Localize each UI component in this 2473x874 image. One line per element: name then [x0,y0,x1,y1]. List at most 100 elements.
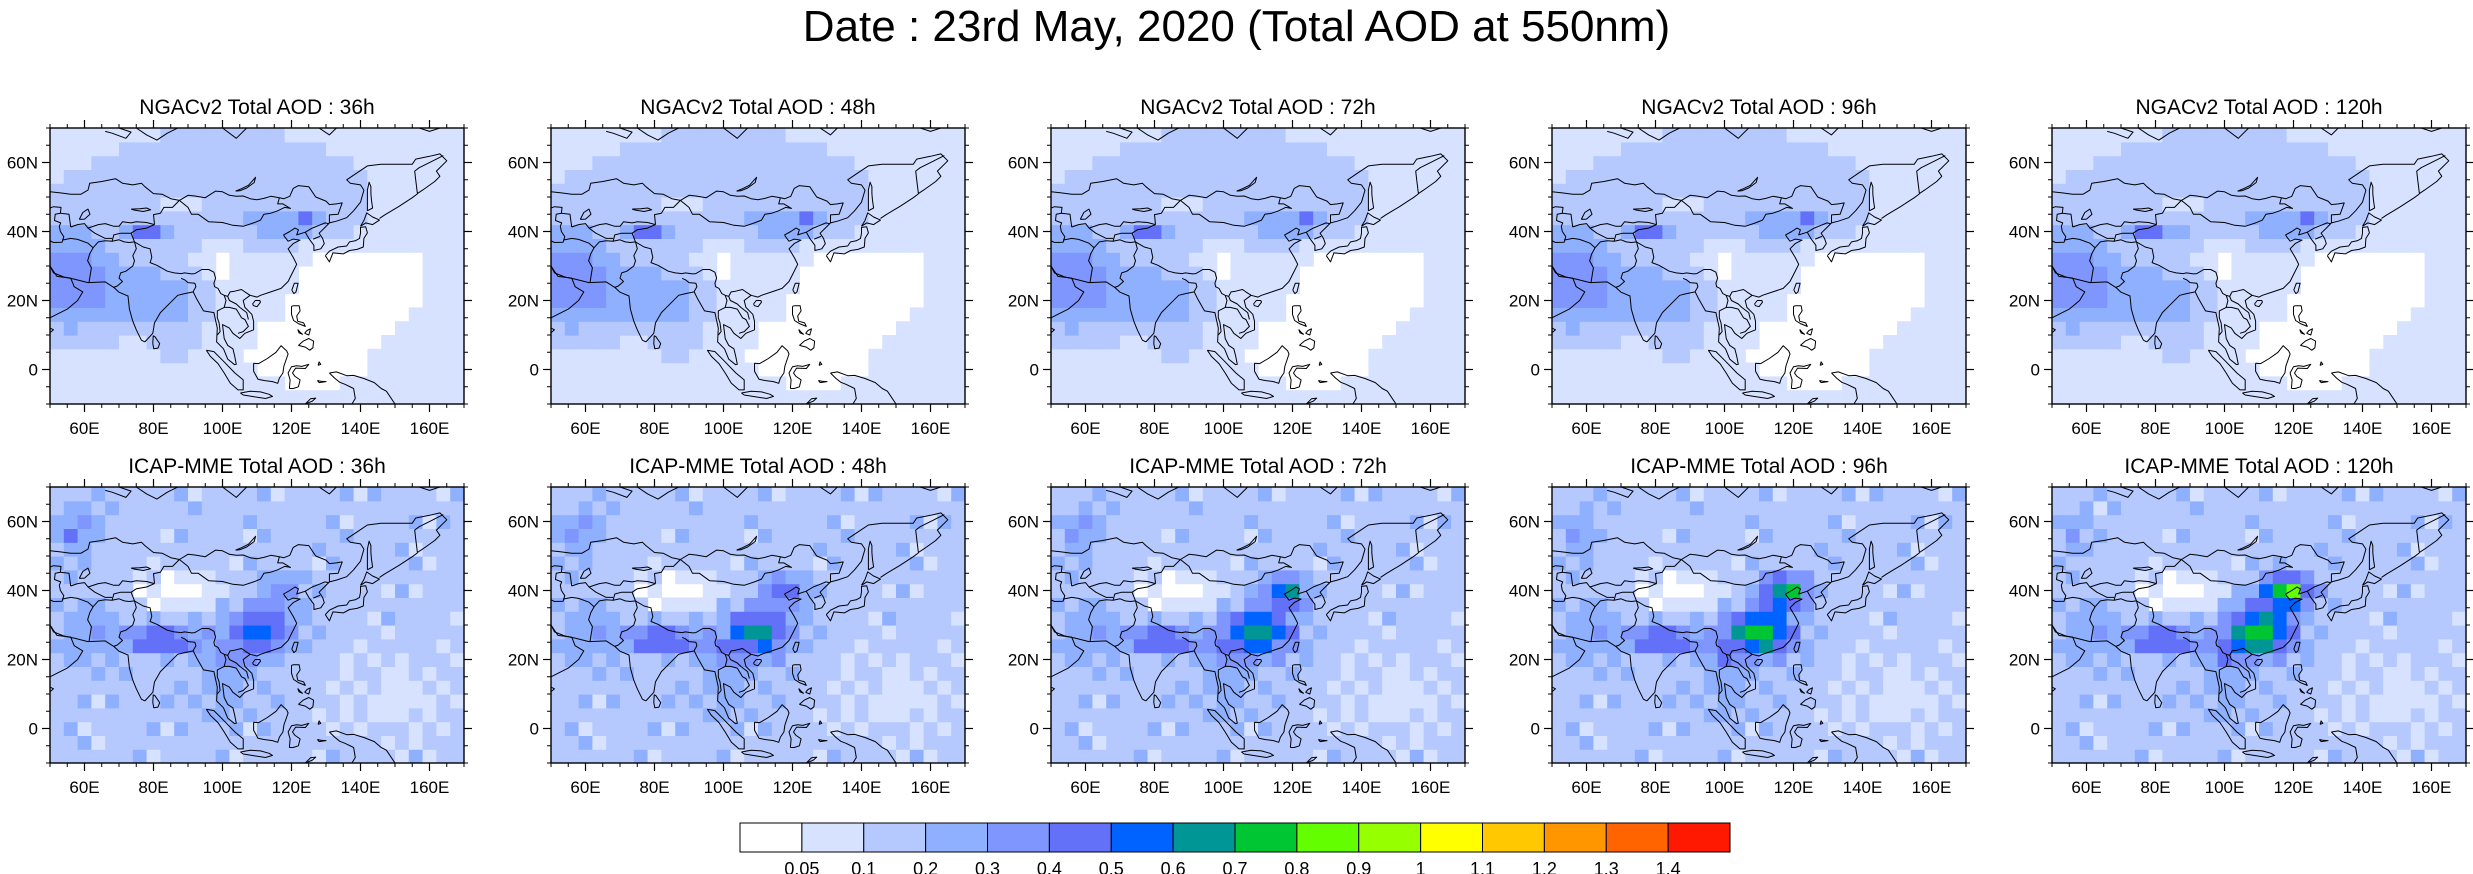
x-tick-label: 140E [1843,419,1883,438]
x-tick-label: 140E [842,419,882,438]
coastlines [551,487,949,763]
x-tick-label: 60E [2071,778,2101,797]
coastlines [2052,487,2450,763]
x-tick-label: 120E [1273,778,1313,797]
y-tick-label: 40N [1008,582,1039,601]
map-panel: 60E 80E 100E 120E 140E 160E 60N 40N 20N 0 ICAP-MME… [508,455,973,797]
x-tick-label: 80E [138,778,168,797]
colorbar-label: 0.9 [1346,859,1371,874]
y-tick-label: 60N [1008,154,1039,173]
y-tick-label: 20N [7,292,38,311]
x-tick-label: 120E [2274,419,2314,438]
coastlines [1051,128,1449,404]
x-tick-label: 160E [2412,419,2452,438]
y-tick-label: 40N [1509,582,1540,601]
x-tick-label: 60E [570,778,600,797]
x-tick-label: 80E [1139,778,1169,797]
y-tick-label: 40N [1008,223,1039,242]
y-tick-label: 20N [1008,292,1039,311]
panel-title: NGACv2 Total AOD : 96h [1641,96,1876,119]
aod-field [2052,128,2466,404]
y-tick-label: 40N [2009,223,2040,242]
x-tick-label: 60E [2071,419,2101,438]
panel-title: ICAP-MME Total AOD : 36h [128,455,386,478]
x-tick-label: 60E [1070,419,1100,438]
y-tick-label: 20N [508,292,539,311]
colorbar-swatch [801,822,865,853]
y-tick-label: 40N [508,582,539,601]
aod-field [551,128,965,404]
y-tick-label: 40N [7,223,38,242]
panel-title: ICAP-MME Total AOD : 72h [1129,455,1387,478]
x-tick-label: 60E [69,778,99,797]
y-tick-label: 60N [2009,513,2040,532]
y-tick-label: 60N [508,513,539,532]
aod-field [1552,487,1966,763]
panel-title: ICAP-MME Total AOD : 120h [2124,455,2393,478]
x-tick-label: 160E [911,778,951,797]
y-tick-label: 40N [7,582,38,601]
x-tick-label: 80E [1640,778,1670,797]
x-tick-label: 80E [138,419,168,438]
y-tick-label: 60N [1008,513,1039,532]
map-panel: 60E 80E 100E 120E 140E 160E 60N 40N 20N 0 NGACv2 T… [7,96,472,438]
colorbar-swatch [1172,822,1236,853]
colorbar-swatch [863,822,927,853]
x-tick-label: 160E [2412,778,2452,797]
x-tick-label: 100E [1705,778,1745,797]
x-tick-label: 140E [2343,778,2383,797]
colorbar-label: 0.7 [1222,859,1247,874]
x-tick-label: 160E [410,419,450,438]
x-tick-label: 160E [1411,778,1451,797]
colorbar-swatch [1358,822,1422,853]
panel-title: ICAP-MME Total AOD : 48h [629,455,887,478]
colorbar-swatch [987,822,1050,853]
aod-field [50,128,464,404]
aod-field [2052,487,2466,763]
map-panel: 60E 80E 100E 120E 140E 160E 60N 40N 20N 0 NGACv2 T… [508,96,973,438]
colorbar-swatch [1543,822,1607,853]
map-panel: 60E 80E 100E 120E 140E 160E 60N 40N 20N 0 ICAP-MME… [2009,455,2473,797]
y-tick-label: 60N [1509,154,1540,173]
coastlines [50,128,448,404]
y-tick-label: 60N [508,154,539,173]
colorbar-swatch [1234,822,1298,853]
colorbar-label: 1.3 [1594,859,1619,874]
y-tick-label: 20N [2009,651,2040,670]
colorbar-swatch [1110,822,1174,853]
y-tick-label: 40N [508,223,539,242]
x-tick-label: 100E [704,419,744,438]
colorbar-swatch [1048,822,1112,853]
map-panel: 60E 80E 100E 120E 140E 160E 60N 40N 20N 0 ICAP-MME… [1008,455,1473,797]
x-tick-label: 140E [341,778,381,797]
colorbar-label: 0.3 [975,859,1000,874]
y-tick-label: 0 [530,361,539,380]
y-tick-label: 0 [530,720,539,739]
map-panel: 60E 80E 100E 120E 140E 160E 60N 40N 20N 0 NGACv2 T… [1008,96,1473,438]
y-tick-label: 60N [1509,513,1540,532]
x-tick-label: 120E [272,778,312,797]
y-tick-label: 0 [2031,720,2040,739]
x-tick-label: 100E [203,419,243,438]
coastlines [551,128,949,404]
y-tick-label: 60N [7,154,38,173]
colorbar-label: 1.1 [1470,859,1495,874]
x-tick-label: 100E [2205,778,2245,797]
map-panel: 60E 80E 100E 120E 140E 160E 60N 40N 20N 0 NGACv2 T… [2009,96,2473,438]
x-tick-label: 60E [1571,419,1601,438]
colorbar-label: 0.6 [1161,859,1186,874]
x-tick-label: 80E [1640,419,1670,438]
y-tick-label: 20N [7,651,38,670]
colorbar-label: 1.2 [1532,859,1557,874]
x-tick-label: 120E [272,419,312,438]
map-panel: 60E 80E 100E 120E 140E 160E 60N 40N 20N 0 NGACv2 T… [1509,96,1974,438]
colorbar-swatch [739,822,803,853]
y-tick-label: 60N [2009,154,2040,173]
aod-field [1552,128,1966,404]
y-tick-label: 20N [508,651,539,670]
map-panel: 60E 80E 100E 120E 140E 160E 60N 40N 20N 0 ICAP-MME… [7,455,472,797]
x-tick-label: 160E [1411,419,1451,438]
figure-title: Date : 23rd May, 2020 (Total AOD at 550n… [802,2,1671,51]
colorbar-swatch [1605,822,1669,853]
y-tick-label: 40N [2009,582,2040,601]
